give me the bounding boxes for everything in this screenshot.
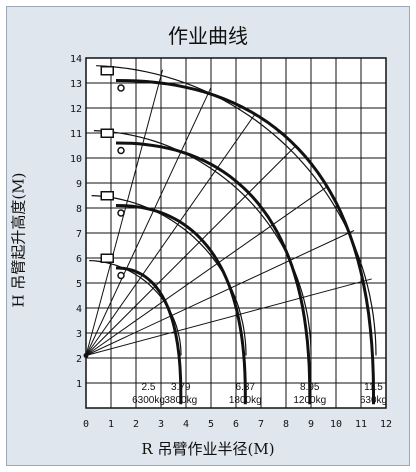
y-tick-label: 6 <box>76 254 82 265</box>
hook-block-icon <box>100 128 114 138</box>
boom-reach-arc <box>91 195 247 356</box>
load-annotation: 1800kg <box>229 395 262 406</box>
y-tick-label: 11 <box>70 129 82 140</box>
x-tick-label: 2 <box>133 419 139 430</box>
x-tick-label: 5 <box>208 419 214 430</box>
boom-angle-line <box>85 112 257 356</box>
hook-block-icon <box>100 253 114 263</box>
y-tick-label: 12 <box>70 104 82 115</box>
x-tick-label: 12 <box>380 419 392 430</box>
boom-reach-arc <box>93 130 312 356</box>
load-annotation: 6300kg <box>132 395 165 406</box>
x-tick-label: 1 <box>108 419 114 430</box>
radius-annotation: 11.5 <box>364 382 383 393</box>
working-curve <box>115 204 247 405</box>
y-tick-label: 10 <box>70 154 82 165</box>
hook-icon <box>117 209 125 217</box>
load-annotation: 1200kg <box>293 395 326 406</box>
x-tick-label: 9 <box>308 419 314 430</box>
x-tick-label: 6 <box>233 419 239 430</box>
chart-title: 作业曲线 <box>168 24 248 48</box>
hook-icon <box>117 84 125 92</box>
boom-pivot <box>83 353 89 358</box>
x-tick-label: 3 <box>158 419 164 430</box>
y-tick-label: 2 <box>76 354 82 365</box>
hook-block-icon <box>100 191 114 201</box>
y-tick-label: 9 <box>76 179 82 190</box>
y-tick-label: 4 <box>76 304 82 315</box>
working-curve <box>115 79 375 405</box>
load-annotation: 630kg <box>360 395 387 406</box>
boom-angle-line <box>85 87 212 356</box>
y-tick-label: 3 <box>76 329 82 340</box>
x-tick-label: 10 <box>330 419 342 430</box>
boom-angle-line <box>85 278 372 356</box>
x-tick-label: 4 <box>183 419 189 430</box>
x-tick-label: 7 <box>258 419 264 430</box>
load-annotation: 3800kg <box>164 395 197 406</box>
y-tick-label: 1 <box>76 379 82 390</box>
hook-block-icon <box>100 66 114 76</box>
hook-icon <box>117 271 125 280</box>
y-tick-label: 7 <box>76 229 82 240</box>
hook-icon <box>117 146 125 155</box>
x-tick-label: 8 <box>283 419 289 430</box>
working-curve <box>116 266 183 405</box>
y-tick-label: 14 <box>70 54 82 65</box>
y-tick-label: 13 <box>70 79 82 90</box>
x-tick-label: 0 <box>83 419 89 430</box>
x-axis-label: R 吊臂作业半径(M) <box>141 440 275 458</box>
boom-angle-line <box>85 185 329 356</box>
y-tick-label: 5 <box>76 279 82 290</box>
radius-annotation: 6.37 <box>236 382 256 393</box>
radius-annotation: 2.5 <box>142 382 156 393</box>
boom-reach-arc <box>89 260 182 356</box>
x-tick-label: 11 <box>355 419 367 430</box>
boom-angle-line <box>85 230 355 356</box>
boom-reach-arc <box>96 65 377 356</box>
boom-angle-line <box>85 145 296 356</box>
radius-annotation: 8.95 <box>300 382 320 393</box>
y-tick-label: 8 <box>76 204 82 215</box>
working-curve <box>115 141 312 405</box>
radius-annotation: 3.79 <box>171 382 191 393</box>
